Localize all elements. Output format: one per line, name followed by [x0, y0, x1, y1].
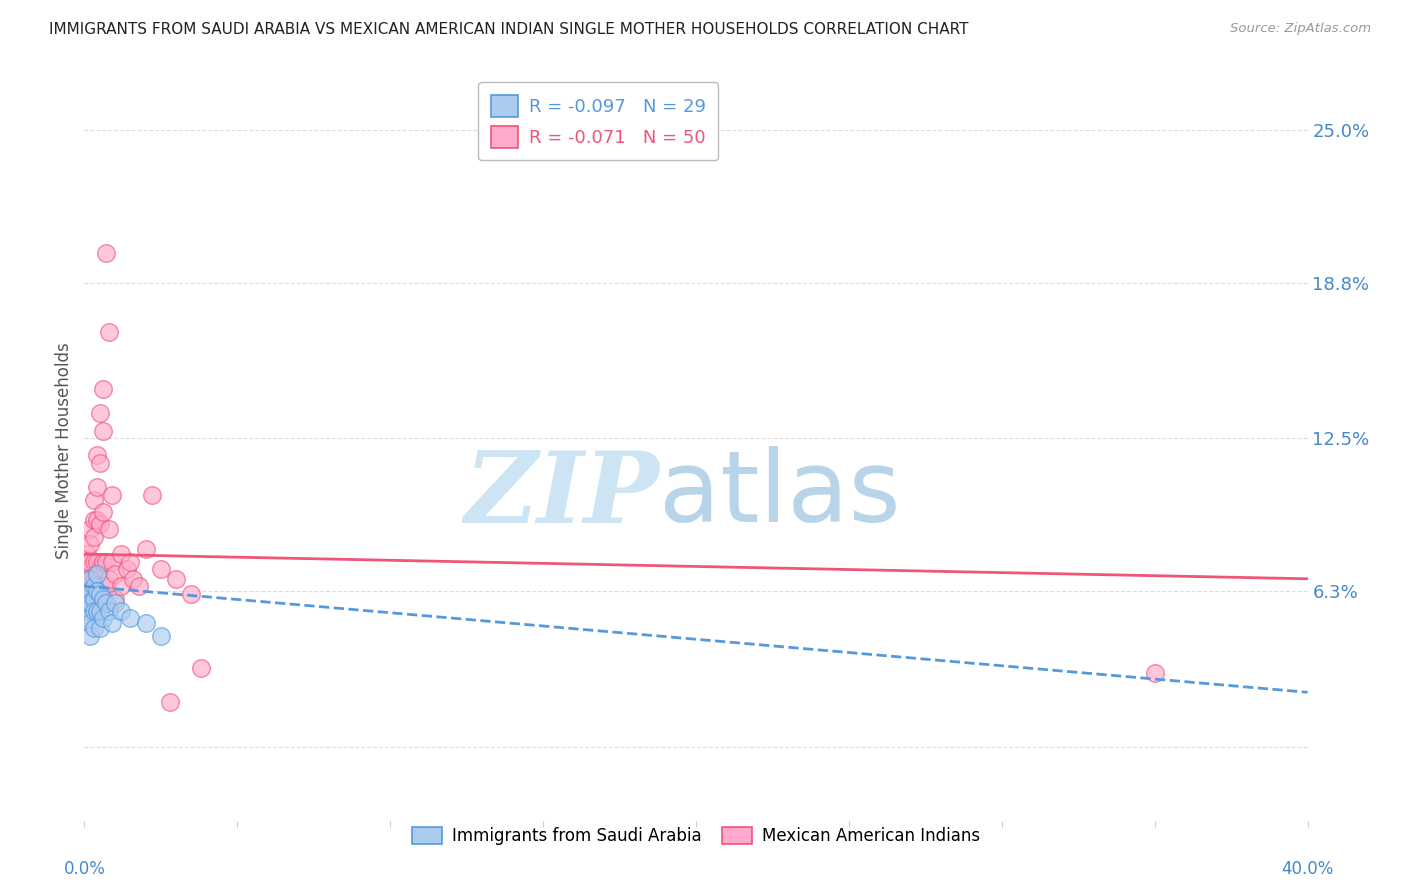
Point [89, 604, 111, 618]
Point [101, 488, 124, 502]
Point [190, 660, 212, 674]
Point [76, 547, 98, 561]
Point [83, 579, 105, 593]
Point [76, 562, 98, 576]
Point [97, 604, 120, 618]
Point [76, 597, 98, 611]
Point [91, 591, 114, 606]
Point [79, 584, 101, 599]
Point [83, 530, 105, 544]
Point [79, 537, 101, 551]
Point [94, 246, 117, 260]
Point [89, 456, 111, 470]
Point [165, 572, 187, 586]
Point [89, 621, 111, 635]
Point [76, 611, 98, 625]
Point [86, 555, 108, 569]
Point [149, 562, 172, 576]
Point [83, 555, 105, 569]
Point [180, 586, 202, 600]
Point [104, 597, 127, 611]
Point [76, 584, 98, 599]
Point [91, 505, 114, 519]
Text: atlas: atlas [659, 446, 901, 543]
Point [76, 604, 98, 618]
Point [91, 611, 114, 625]
Point [101, 555, 124, 569]
Y-axis label: Single Mother Households: Single Mother Households [55, 343, 73, 558]
Point [1143, 665, 1166, 680]
Point [94, 597, 117, 611]
Point [79, 597, 101, 611]
Point [110, 547, 132, 561]
Point [101, 616, 124, 631]
Point [83, 492, 105, 507]
Point [110, 604, 132, 618]
Point [91, 424, 114, 438]
Point [122, 572, 145, 586]
Point [104, 591, 127, 606]
Point [89, 407, 111, 421]
Point [141, 488, 163, 502]
Point [79, 572, 101, 586]
Point [79, 523, 101, 537]
Point [110, 579, 132, 593]
Point [86, 481, 108, 495]
Point [91, 382, 114, 396]
Point [83, 512, 105, 526]
Point [97, 325, 120, 339]
Legend: Immigrants from Saudi Arabia, Mexican American Indians: Immigrants from Saudi Arabia, Mexican Am… [404, 818, 988, 853]
Point [120, 611, 142, 625]
Point [91, 586, 114, 600]
Point [86, 604, 108, 618]
Point [76, 572, 98, 586]
Point [89, 517, 111, 532]
Point [83, 591, 105, 606]
Point [94, 555, 117, 569]
Point [86, 512, 108, 526]
Point [97, 523, 120, 537]
Point [97, 572, 120, 586]
Point [91, 555, 114, 569]
Text: Source: ZipAtlas.com: Source: ZipAtlas.com [1230, 22, 1371, 36]
Point [79, 555, 101, 569]
Point [89, 562, 111, 576]
Text: 0.0%: 0.0% [63, 860, 105, 878]
Point [120, 555, 142, 569]
Point [115, 562, 138, 576]
Point [83, 621, 105, 635]
Point [89, 586, 111, 600]
Point [86, 566, 108, 581]
Point [86, 584, 108, 599]
Point [79, 572, 101, 586]
Text: 40.0%: 40.0% [1281, 860, 1334, 878]
Point [159, 695, 181, 709]
Point [104, 566, 127, 581]
Point [86, 449, 108, 463]
Point [149, 629, 172, 643]
Point [83, 572, 105, 586]
Point [79, 629, 101, 643]
Text: ZIP: ZIP [464, 447, 659, 543]
Text: IMMIGRANTS FROM SAUDI ARABIA VS MEXICAN AMERICAN INDIAN SINGLE MOTHER HOUSEHOLDS: IMMIGRANTS FROM SAUDI ARABIA VS MEXICAN … [49, 22, 969, 37]
Point [94, 579, 117, 593]
Point [135, 542, 157, 557]
Point [76, 591, 98, 606]
Point [83, 604, 105, 618]
Point [135, 616, 157, 631]
Point [79, 616, 101, 631]
Point [128, 579, 150, 593]
